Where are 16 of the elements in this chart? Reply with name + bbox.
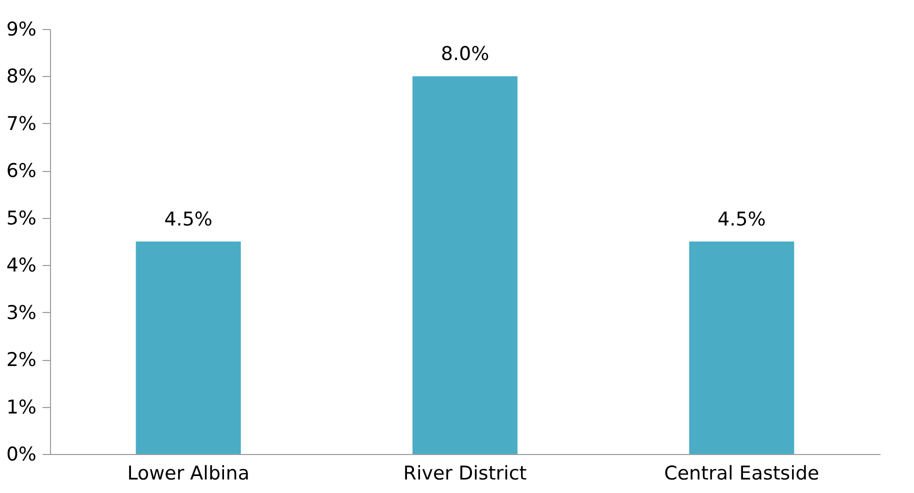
data-label: 4.5% (164, 208, 212, 230)
y-tick-label: 7% (6, 112, 36, 135)
x-tick-label: River District (403, 462, 527, 484)
data-label: 4.5% (718, 208, 766, 230)
y-tick-label: 6% (6, 160, 36, 182)
y-tick-label: 1% (6, 396, 36, 418)
x-tick-label: Lower Albina (127, 462, 250, 484)
y-tick-label: 2% (6, 349, 36, 372)
y-tick-label: 3% (6, 302, 36, 324)
y-tick-label: 9% (6, 18, 36, 40)
x-tick-label: Central Eastside (664, 462, 820, 484)
y-tick-label: 5% (6, 207, 36, 230)
y-tick-label: 8% (6, 66, 36, 88)
y-tick-label: 0% (6, 444, 36, 466)
y-tick-label: 4% (6, 254, 36, 277)
data-label: 8.0% (440, 43, 490, 66)
